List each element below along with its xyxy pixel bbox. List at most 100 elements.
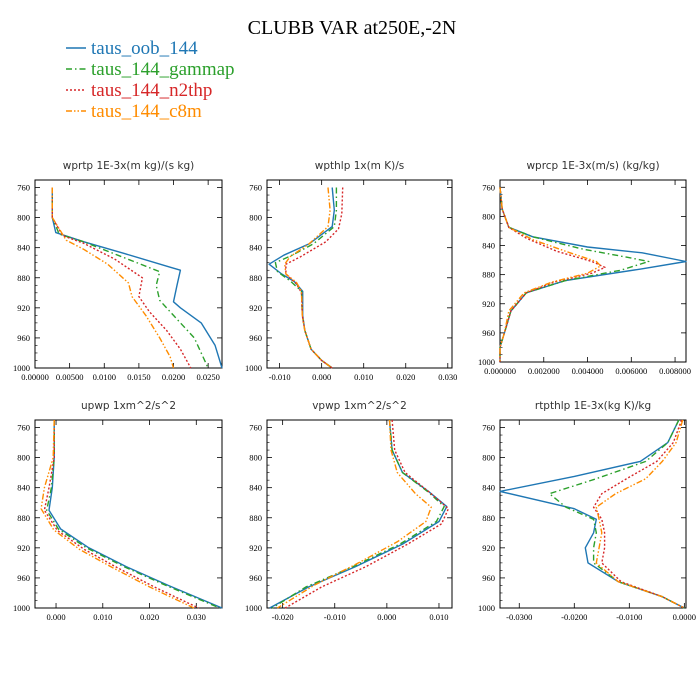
- legend-label-taus_144_gammap: taus_144_gammap: [91, 59, 235, 80]
- series-line-taus_144_c8m: [284, 187, 333, 369]
- x-tick-label: 0.0100: [93, 372, 116, 382]
- x-tick-label: -0.0100: [616, 612, 642, 622]
- y-tick-label: 760: [17, 183, 30, 193]
- series-line-taus_144_gammap: [51, 187, 209, 369]
- x-tick-label: 0.010: [354, 372, 373, 382]
- y-tick-label: 960: [249, 573, 262, 583]
- x-tick-label: 0.00000: [21, 372, 49, 382]
- figure-title: CLUBB VAR at250E,-2N: [248, 17, 457, 39]
- y-tick-label: 800: [482, 211, 495, 221]
- x-tick-label: 0.000: [312, 372, 331, 382]
- y-tick-label: 880: [482, 270, 495, 280]
- y-tick-label: 760: [482, 182, 495, 192]
- series-line-taus_oob_144: [499, 419, 685, 609]
- legend-label-taus_144_n2thp: taus_144_n2thp: [91, 80, 212, 101]
- x-tick-label: -0.020: [272, 612, 294, 622]
- y-tick-label: 1000: [478, 357, 495, 367]
- plot-frame: [34, 179, 223, 369]
- y-tick-label: 920: [17, 303, 30, 313]
- x-tick-label: -0.010: [324, 612, 346, 622]
- series-line-taus_oob_144: [499, 187, 687, 362]
- panel-4: upwp 1xm^2/s^2 760 800 840 880 920 960 1000 0.00…: [13, 400, 223, 622]
- y-tick-label: 960: [482, 328, 495, 338]
- series-line-taus_144_n2thp: [285, 187, 344, 369]
- plot-frame: [499, 179, 687, 363]
- y-tick-label: 920: [17, 543, 30, 553]
- x-tick-label: 0.010: [93, 612, 112, 622]
- plot-frame: [266, 179, 453, 369]
- panel-2: wpthlp 1x(m K)/s 760 800 840 880 920 960 1000 -0…: [245, 160, 457, 382]
- series-line-taus_oob_144: [268, 187, 335, 369]
- series-line-taus_144_n2thp: [284, 419, 450, 609]
- y-tick-label: 880: [17, 273, 30, 283]
- series-line-taus_144_n2thp: [499, 187, 606, 362]
- y-tick-label: 880: [17, 513, 30, 523]
- x-tick-label: 0.0000: [673, 612, 696, 622]
- y-tick-label: 880: [482, 513, 495, 523]
- plot-frame: [499, 419, 687, 609]
- x-tick-label: 0.020: [396, 372, 415, 382]
- series-line-taus_144_c8m: [277, 419, 432, 609]
- y-tick-label: 880: [249, 513, 262, 523]
- x-tick-label: 0.000: [46, 612, 65, 622]
- x-tick-label: 0.0200: [162, 372, 185, 382]
- series-line-taus_144_c8m: [499, 187, 602, 362]
- series-line-taus_144_gammap: [274, 187, 338, 369]
- y-tick-label: 960: [17, 333, 30, 343]
- y-tick-label: 880: [249, 273, 262, 283]
- series-line-taus_144_n2thp: [51, 187, 192, 369]
- series-line-taus_oob_144: [51, 187, 223, 369]
- y-tick-label: 1000: [245, 603, 262, 613]
- series-line-taus_144_n2thp: [43, 420, 199, 609]
- series-line-taus_144_gammap: [271, 419, 445, 609]
- x-tick-label: 0.006000: [615, 366, 647, 376]
- x-tick-label: 0.008000: [659, 366, 691, 376]
- y-tick-label: 1000: [13, 363, 30, 373]
- x-tick-label: -0.0200: [561, 612, 587, 622]
- x-tick-label: 0.000000: [484, 366, 516, 376]
- y-tick-label: 920: [249, 543, 262, 553]
- y-tick-label: 800: [249, 453, 262, 463]
- panel-3: wprcp 1E-3x(m/s) (kg/kg) 760 800 840 880 920 9…: [478, 160, 691, 376]
- y-tick-label: 840: [249, 483, 262, 493]
- y-tick-label: 920: [249, 303, 262, 313]
- plot-frame: [266, 419, 453, 609]
- series-line-taus_144_c8m: [40, 419, 195, 609]
- y-tick-label: 920: [482, 543, 495, 553]
- series-line-taus_oob_144: [269, 419, 448, 609]
- x-tick-label: 0.004000: [572, 366, 604, 376]
- panel-1: wprtp 1E-3x(m kg)/(s kg) 760 800 840 880 920 9…: [13, 160, 223, 382]
- legend: taus_oob_144taus_144_gammaptaus_144_n2th…: [66, 38, 235, 122]
- panel-title: vpwp 1xm^2/s^2: [312, 400, 407, 412]
- x-tick-label: -0.010: [269, 372, 291, 382]
- y-tick-label: 960: [17, 573, 30, 583]
- y-tick-label: 760: [482, 423, 495, 433]
- panel-5: vpwp 1xm^2/s^2 760 800 840 880 920 960 1000 -0.0…: [245, 400, 453, 622]
- x-tick-label: 0.020: [140, 612, 159, 622]
- x-tick-label: 0.030: [438, 372, 457, 382]
- series-line-taus_144_n2thp: [592, 419, 685, 609]
- panel-title: wprcp 1E-3x(m/s) (kg/kg): [526, 160, 659, 172]
- panel-title: upwp 1xm^2/s^2: [81, 400, 176, 412]
- x-tick-label: 0.030: [187, 612, 206, 622]
- plot-frame: [34, 419, 223, 609]
- y-tick-label: 800: [249, 213, 262, 223]
- panel-title: wprtp 1E-3x(m kg)/(s kg): [63, 160, 194, 172]
- series-line-taus_144_c8m: [595, 419, 685, 609]
- series-line-taus_144_gammap: [548, 419, 685, 609]
- y-tick-label: 760: [249, 183, 262, 193]
- y-tick-label: 840: [249, 243, 262, 253]
- series-line-taus_oob_144: [48, 420, 223, 609]
- y-tick-label: 800: [17, 453, 30, 463]
- x-tick-label: 0.00500: [56, 372, 84, 382]
- legend-label-taus_oob_144: taus_oob_144: [91, 38, 198, 59]
- series-line-taus_144_c8m: [51, 187, 175, 369]
- x-tick-label: 0.0150: [127, 372, 150, 382]
- y-tick-label: 760: [249, 423, 262, 433]
- y-tick-label: 840: [482, 483, 495, 493]
- x-tick-label: 0.002000: [528, 366, 560, 376]
- panel-title: rtpthlp 1E-3x(kg K)/kg: [535, 400, 651, 412]
- y-tick-label: 960: [249, 333, 262, 343]
- y-tick-label: 840: [482, 241, 495, 251]
